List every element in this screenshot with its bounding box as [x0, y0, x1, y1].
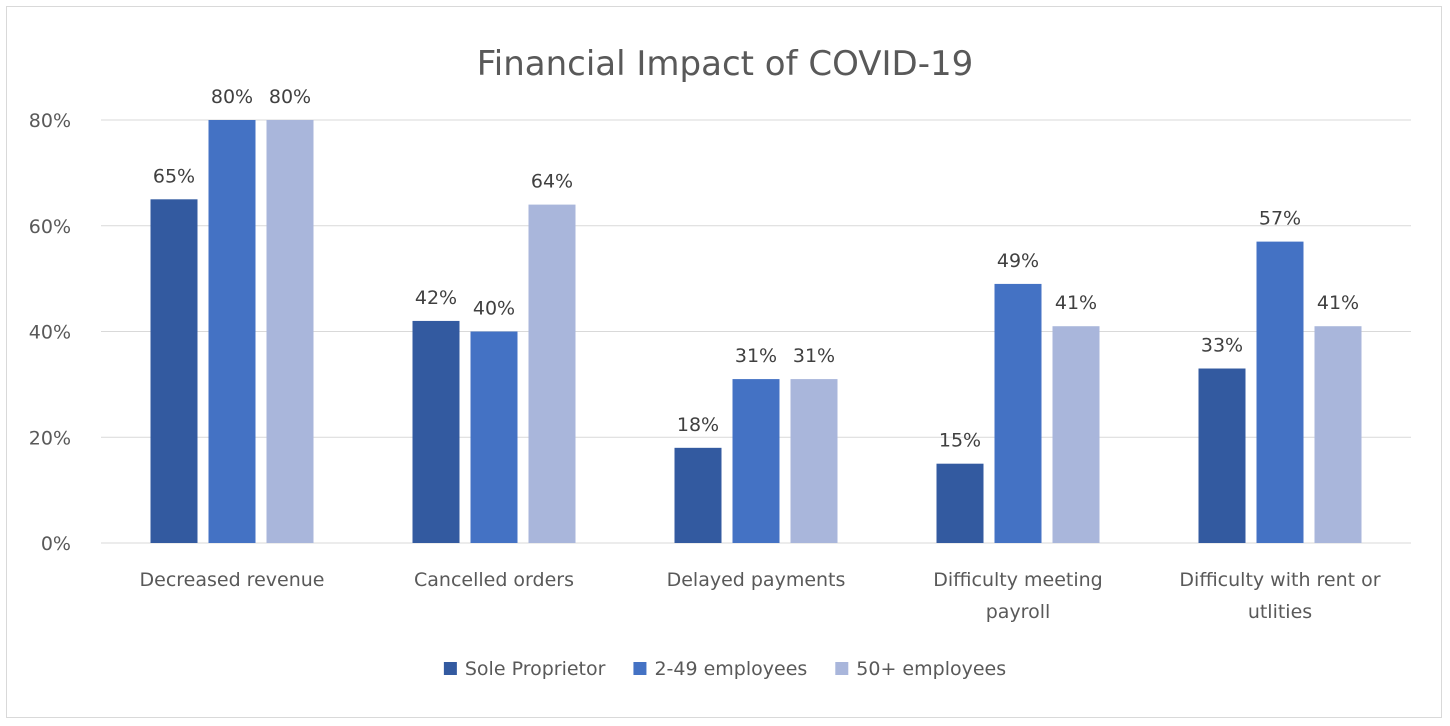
- x-tick-label: Difficulty with rent or: [1179, 569, 1380, 591]
- legend-item: 50+ employees: [835, 658, 1006, 680]
- data-label: 57%: [1259, 208, 1301, 230]
- bar: [528, 204, 576, 543]
- data-label: 41%: [1317, 292, 1359, 314]
- bar: [1052, 326, 1100, 543]
- data-label: 15%: [939, 430, 981, 452]
- x-tick-label: Delayed payments: [667, 569, 846, 591]
- y-tick-label: 0%: [41, 533, 71, 555]
- bar: [470, 331, 518, 543]
- x-tick-label: payroll: [986, 601, 1051, 623]
- data-label: 31%: [793, 345, 835, 367]
- data-label: 80%: [269, 86, 311, 108]
- gridlines: [101, 119, 1411, 544]
- bar: [1314, 326, 1362, 543]
- y-tick-label: 20%: [29, 427, 71, 449]
- data-label: 41%: [1055, 292, 1097, 314]
- bar: [412, 320, 460, 543]
- bar: [150, 199, 198, 543]
- data-label: 64%: [531, 171, 573, 193]
- bar: [674, 447, 722, 543]
- bar: [732, 379, 780, 543]
- y-tick-label: 40%: [29, 322, 71, 344]
- data-label: 42%: [415, 287, 457, 309]
- chart-title: Financial Impact of COVID-19: [477, 44, 974, 84]
- data-label: 80%: [211, 86, 253, 108]
- legend-label: 50+ employees: [856, 658, 1006, 680]
- x-axis-categories: Decreased revenue Cancelled orders Delayed…: [140, 569, 1381, 623]
- y-tick-label: 60%: [29, 216, 71, 238]
- bar: [1256, 241, 1304, 544]
- data-label: 65%: [153, 165, 195, 187]
- bar: [936, 463, 984, 543]
- bar: [1198, 368, 1246, 543]
- data-label: 31%: [735, 345, 777, 367]
- legend-item: 2-49 employees: [633, 658, 807, 680]
- data-label: 18%: [677, 414, 719, 436]
- y-tick-label: 80%: [29, 110, 71, 132]
- bar: [266, 120, 314, 543]
- x-tick-label: Cancelled orders: [414, 569, 574, 591]
- bar-chart: 0% 20% 40% 60% 80% 65% 80% 80% 42% 40% 64% 18% 31% 3…: [29, 44, 1411, 680]
- bars: [150, 120, 1362, 544]
- bar: [994, 283, 1042, 543]
- data-label: 49%: [997, 250, 1039, 272]
- legend-swatch: [835, 662, 849, 675]
- x-tick-label: Difficulty meeting: [933, 569, 1103, 591]
- legend-swatch: [633, 662, 647, 675]
- bar: [208, 120, 256, 543]
- bar: [790, 379, 838, 543]
- legend-item: Sole Proprietor: [443, 658, 606, 680]
- data-labels: 65% 80% 80% 42% 40% 64% 18% 31% 31% 15% 49% 41% 33% 5…: [153, 86, 1359, 452]
- x-tick-label: utlities: [1248, 601, 1312, 623]
- data-label: 33%: [1201, 335, 1243, 357]
- legend-swatch: [443, 662, 457, 675]
- legend-label: 2-49 employees: [654, 658, 807, 680]
- chart-frame: 0% 20% 40% 60% 80% 65% 80% 80% 42% 40% 64% 18% 31% 3…: [6, 6, 1442, 718]
- data-label: 40%: [473, 298, 515, 320]
- x-tick-label: Decreased revenue: [140, 569, 325, 591]
- y-axis-ticks: 0% 20% 40% 60% 80%: [29, 110, 71, 555]
- legend-label: Sole Proprietor: [465, 658, 606, 680]
- legend: Sole Proprietor 2-49 employees 50+ employe…: [443, 658, 1006, 680]
